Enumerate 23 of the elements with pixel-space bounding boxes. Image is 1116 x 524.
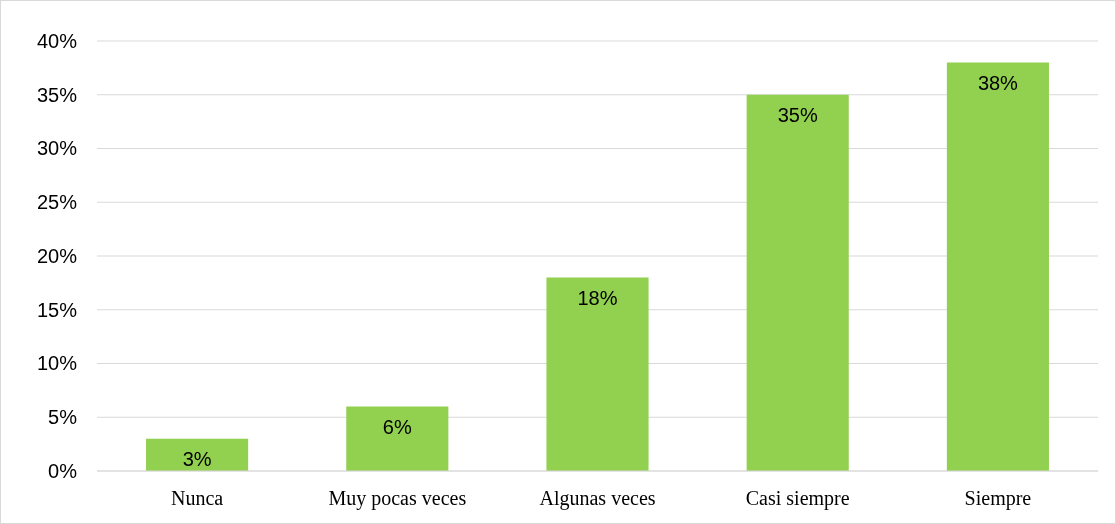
data-label: 3%: [182, 447, 212, 470]
bar: [746, 94, 849, 471]
data-label: 38%: [977, 71, 1019, 94]
y-tick-label: 15%: [36, 298, 78, 321]
y-tick-label: 0%: [48, 459, 78, 482]
bar: [546, 277, 649, 471]
x-tick-label: Muy pocas veces: [328, 487, 467, 511]
x-tick-label: Nunca: [171, 487, 224, 510]
y-tick-label: 20%: [36, 244, 78, 267]
y-tick-label: 30%: [36, 137, 78, 160]
x-tick-label: Siempre: [964, 487, 1032, 511]
x-tick-label: Algunas veces: [539, 487, 656, 511]
bar: [346, 406, 449, 471]
y-tick-label: 35%: [36, 83, 78, 106]
data-label: 18%: [577, 286, 618, 309]
data-label: 6%: [382, 415, 412, 438]
y-tick-label: 5%: [48, 406, 78, 429]
y-tick-label: 10%: [36, 352, 78, 375]
y-tick-label: 25%: [36, 191, 78, 214]
data-label: 35%: [777, 103, 818, 126]
bar: [946, 62, 1049, 471]
y-tick-label: 40%: [36, 29, 78, 52]
x-tick-label: Casi siempre: [745, 487, 850, 511]
